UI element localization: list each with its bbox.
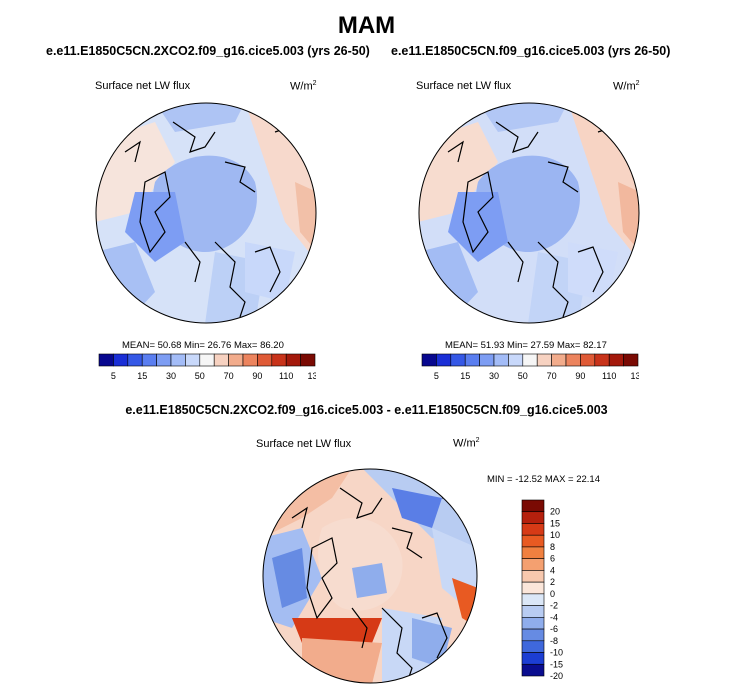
colorbar-tick-label: 50 [195,371,205,381]
colorbar-box [521,640,545,653]
colorbar-tick-label: 6 [550,554,555,564]
colorbar-box [551,353,567,367]
colorbar-box [521,617,545,630]
colorbar-tick-label: 15 [137,371,147,381]
panel1-case-title: e.e11.E1850C5CN.2XCO2.f09_g16.cice5.003 … [46,44,370,58]
colorbar-box [521,663,545,677]
colorbar-box [242,353,258,367]
colorbar-tick-label: -6 [550,624,558,634]
colorbar-tick-label: 5 [111,371,116,381]
colorbar-tick-label: 30 [166,371,176,381]
colorbar-box [228,353,244,367]
colorbar-box [521,558,545,571]
colorbar-box [479,353,495,367]
colorbar-box [623,353,639,367]
colorbar-box [199,353,215,367]
colorbar-box [521,605,545,618]
figure-title: MAM [337,12,396,39]
colorbar-tick-label: -15 [550,659,563,669]
colorbar-box [257,353,273,367]
colorbar-box [521,511,545,524]
colorbar-box [521,570,545,583]
colorbar-box [522,353,538,367]
diff-stats: MIN = -12.52 MAX = 22.14 [487,474,601,485]
colorbar-box [127,353,143,367]
colorbar-box [565,353,581,367]
colorbar-box [213,353,229,367]
colorbar-tick-label: 15 [460,371,470,381]
colorbar-tick-label: -10 [550,648,563,658]
colorbar-box [464,353,480,367]
colorbar-tick-label: 130 [307,371,316,381]
colorbar-tick-label: 5 [434,371,439,381]
colorbar-box [508,353,524,367]
colorbar-tick-label: 8 [550,542,555,552]
colorbar-tick-label: 15 [550,518,560,528]
colorbar-tick-label: 90 [252,371,262,381]
colorbar-box [98,353,114,367]
colorbar-box [436,353,452,367]
colorbar-tick-label: 70 [547,371,557,381]
colorbar-box [521,534,545,548]
colorbar-box [521,628,545,642]
colorbar-tick-label: 50 [518,371,528,381]
colorbar-box [521,523,545,536]
diff-polar-map [262,468,478,684]
colorbar-box [521,499,545,513]
colorbar-tick-label: 4 [550,565,555,575]
panel2-stats: MEAN= 51.93 Min= 27.59 Max= 82.17 [445,340,607,351]
colorbar-box [521,581,545,595]
colorbar-box [113,353,129,367]
colorbar-box [521,652,545,665]
colorbar-box [594,353,610,367]
colorbar-box [141,353,157,367]
colorbar-tick-label: -20 [550,671,563,679]
colorbar-tick-label: 70 [224,371,234,381]
colorbar-box [156,353,172,367]
colorbar-tick-label: -2 [550,601,558,611]
colorbar-tick-label: 30 [489,371,499,381]
panel1-units: W/m2 [290,80,317,93]
panel2-case-title: e.e11.E1850C5CN.f09_g16.cice5.003 (yrs 2… [391,44,671,58]
colorbar-tick-label: 130 [630,371,639,381]
colorbar-box [170,353,186,367]
colorbar-box [536,353,552,367]
colorbar-box [185,353,201,367]
colorbar-box [521,593,545,606]
colorbar-box [580,353,596,367]
colorbar-tick-label: 0 [550,589,555,599]
colorbar-tick-label: 20 [550,507,560,517]
diff-variable-label: Surface net LW flux [256,438,352,450]
colorbar-box [271,353,287,367]
colorbar-box [421,353,437,367]
colorbar-tick-label: 2 [550,577,555,587]
panel1-colorbar: 5 15 30 50 70 90 110 130 [98,353,316,381]
panel1-stats: MEAN= 50.68 Min= 26.76 Max= 86.20 [122,340,284,351]
panel1-variable-label: Surface net LW flux [95,80,191,92]
panel2-units: W/m2 [613,80,640,93]
panel1-polar-map [95,102,317,324]
panel2-polar-map [418,102,640,324]
panel2-variable-label: Surface net LW flux [416,80,512,92]
diff-case-title: e.e11.E1850C5CN.2XCO2.f09_g16.cice5.003 … [125,403,608,417]
colorbar-tick-label: 110 [602,371,616,381]
colorbar-box [450,353,466,367]
diff-units: W/m2 [453,437,480,450]
colorbar-tick-label: 10 [550,530,560,540]
colorbar-tick-label: 90 [575,371,585,381]
colorbar-tick-label: -4 [550,612,558,622]
colorbar-box [493,353,509,367]
colorbar-box [285,353,301,367]
panel2-colorbar: 5 15 30 50 70 90 110 130 [421,353,639,381]
colorbar-tick-label: -8 [550,636,558,646]
colorbar-box [521,546,545,559]
colorbar-box [608,353,624,367]
colorbar-tick-label: 110 [279,371,293,381]
colorbar-box [300,353,316,367]
